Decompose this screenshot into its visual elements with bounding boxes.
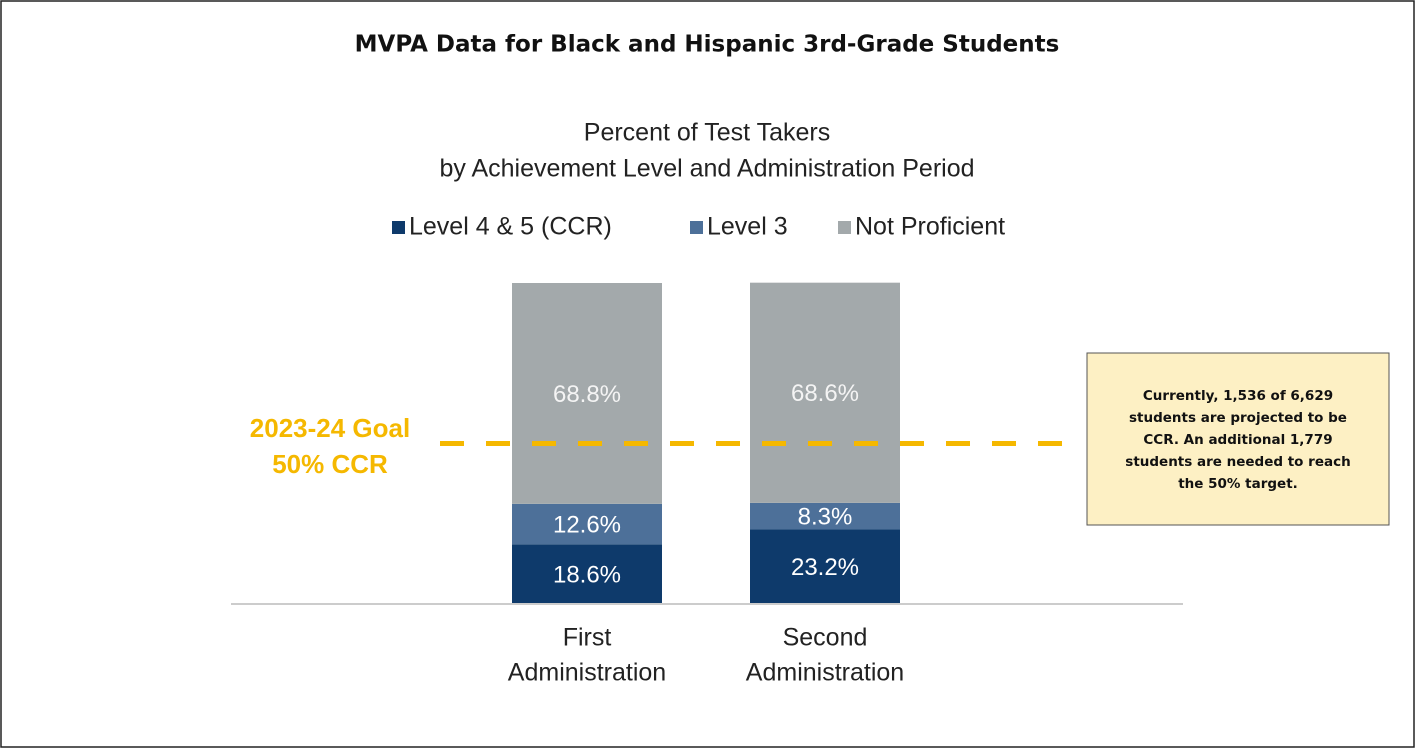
- annotation-text: CCR. An additional 1,779: [1143, 432, 1332, 448]
- goal-label: 2023-24 Goal: [250, 413, 410, 443]
- x-tick-label: Second: [783, 624, 868, 652]
- x-tick-label: First: [563, 624, 612, 652]
- goal-label: 50% CCR: [272, 449, 388, 479]
- bar-segment: [512, 544, 662, 604]
- legend-swatch: [690, 221, 703, 234]
- bar-segment: [512, 503, 662, 545]
- legend-swatch: [838, 221, 851, 234]
- legend-label: Not Proficient: [855, 213, 1005, 241]
- bar-segment: [750, 282, 900, 503]
- data-label: 12.6%: [553, 511, 621, 538]
- annotation-box: [1086, 352, 1390, 526]
- legend-label: Level 3: [707, 213, 788, 241]
- subtitle: Percent of Test Takers: [584, 119, 830, 147]
- data-label: 68.8%: [553, 381, 621, 408]
- data-label: 23.2%: [791, 554, 859, 581]
- subtitle: by Achievement Level and Administration …: [439, 155, 974, 183]
- data-label: 18.6%: [553, 561, 621, 588]
- legend-label: Level 4 & 5 (CCR): [409, 213, 612, 241]
- annotation-text: students are needed to reach: [1125, 454, 1350, 470]
- legend-swatch: [392, 221, 405, 234]
- chart-title: MVPA Data for Black and Hispanic 3rd-Gra…: [355, 32, 1060, 58]
- annotation-text: the 50% target.: [1178, 476, 1298, 492]
- bar-segment: [750, 502, 900, 530]
- annotation-text: students are projected to be: [1129, 410, 1347, 426]
- annotation-text: Currently, 1,536 of 6,629: [1143, 388, 1333, 404]
- bar-segment: [512, 283, 662, 504]
- data-label: 8.3%: [798, 504, 853, 531]
- bar-segment: [750, 529, 900, 604]
- x-tick-label: Administration: [746, 659, 904, 687]
- x-tick-label: Administration: [508, 659, 666, 687]
- data-label: 68.6%: [791, 380, 859, 407]
